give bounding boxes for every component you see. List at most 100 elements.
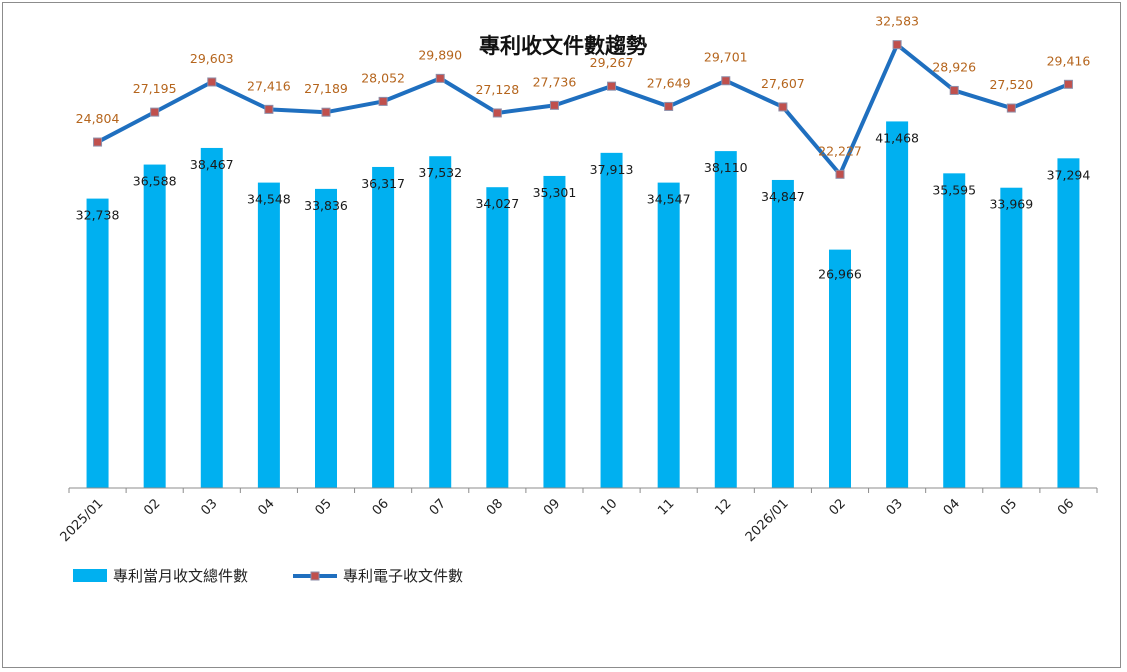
line-series <box>94 41 1073 179</box>
line-data-label: 27,649 <box>647 75 691 90</box>
bar-6 <box>429 156 451 488</box>
line-data-label: 28,926 <box>932 59 976 74</box>
bar-11 <box>715 151 737 488</box>
bar-15 <box>943 173 965 488</box>
bar-2 <box>201 148 223 488</box>
line-marker-17 <box>1064 80 1072 88</box>
line-marker-14 <box>893 41 901 49</box>
bar-data-label: 35,301 <box>533 185 577 200</box>
bar-8 <box>543 176 565 488</box>
bar-5 <box>372 167 394 488</box>
legend-label-line: 專利電子收文件數 <box>343 567 463 585</box>
bar-17 <box>1057 158 1079 488</box>
x-tick-label: 04 <box>255 496 277 518</box>
bar-labels: 32,738 36,588 38,467 34,548 33,836 36,317 37,5… <box>76 130 1091 281</box>
line-data-label: 29,603 <box>190 51 234 66</box>
line-data-label: 24,804 <box>76 111 120 126</box>
line-marker-8 <box>550 101 558 109</box>
x-tick-label: 02 <box>141 496 163 518</box>
x-tick-label: 08 <box>484 496 506 518</box>
legend: 專利當月收文總件數 專利電子收文件數 <box>73 567 463 585</box>
line-marker-7 <box>493 109 501 117</box>
bar-data-label: 34,548 <box>247 192 291 207</box>
line-data-label: 29,267 <box>590 55 634 70</box>
bar-10 <box>658 183 680 488</box>
bar-data-label: 41,468 <box>875 130 919 145</box>
bar-9 <box>601 153 623 488</box>
x-tick-label: 02 <box>827 496 849 518</box>
bar-data-label: 38,467 <box>190 157 234 172</box>
x-tick-label: 10 <box>598 496 620 518</box>
bar-data-label: 33,836 <box>304 198 348 213</box>
line-marker-9 <box>608 82 616 90</box>
bar-3 <box>258 183 280 488</box>
bar-series <box>87 121 1080 488</box>
line-data-label: 27,416 <box>247 78 291 93</box>
line-marker-6 <box>436 74 444 82</box>
line-marker-15 <box>950 86 958 94</box>
bar-4 <box>315 189 337 488</box>
line-marker-0 <box>94 138 102 146</box>
chart-canvas: 專利收文件數趨勢 32,73836,58838,46734,54833,8363… <box>3 3 1120 667</box>
bar-data-label: 34,847 <box>761 189 805 204</box>
bar-data-label: 36,317 <box>361 176 405 191</box>
line-data-label: 28,052 <box>361 70 405 85</box>
bar-data-label: 36,588 <box>133 174 177 189</box>
bar-14 <box>886 121 908 488</box>
line-marker-16 <box>1007 104 1015 112</box>
line-data-label: 29,890 <box>418 47 462 62</box>
x-tick-label: 11 <box>655 496 677 518</box>
x-tick-label: 07 <box>427 496 449 518</box>
line-marker-11 <box>722 77 730 85</box>
line-marker-5 <box>379 97 387 105</box>
bar-data-label: 35,595 <box>932 182 976 197</box>
line-marker-13 <box>836 170 844 178</box>
bar-data-label: 34,547 <box>647 192 691 207</box>
line-data-label: 27,520 <box>989 77 1033 92</box>
x-axis-ticks: 2025/01 02 03 04 05 06 07 08 09 10 11 12 2026/01 02 03… <box>58 488 1097 545</box>
x-tick-label: 03 <box>884 496 906 518</box>
legend-label-bar: 專利當月收文總件數 <box>113 567 248 585</box>
x-tick-label: 05 <box>313 496 335 518</box>
bar-data-label: 37,532 <box>418 165 462 180</box>
x-tick-label: 06 <box>370 496 392 518</box>
bar-data-label: 33,969 <box>989 197 1033 212</box>
bar-0 <box>87 199 109 488</box>
x-tick-label: 03 <box>198 496 220 518</box>
line-data-label: 27,607 <box>761 76 805 91</box>
line-path <box>98 45 1069 175</box>
bar-12 <box>772 180 794 488</box>
line-data-label: 29,416 <box>1047 53 1091 68</box>
line-marker-2 <box>208 78 216 86</box>
x-tick-label: 2026/01 <box>743 496 792 545</box>
bar-13 <box>829 250 851 488</box>
x-tick-label: 09 <box>541 496 563 518</box>
line-marker-4 <box>322 108 330 116</box>
bar-16 <box>1000 188 1022 488</box>
bar-data-label: 32,738 <box>76 208 120 223</box>
line-data-label: 27,189 <box>304 81 348 96</box>
line-marker-3 <box>265 105 273 113</box>
bar-data-label: 37,913 <box>590 162 634 177</box>
x-tick-label: 12 <box>712 496 734 518</box>
bar-1 <box>144 165 166 488</box>
bar-7 <box>486 187 508 488</box>
legend-swatch-marker <box>311 572 319 580</box>
line-data-label: 27,195 <box>133 81 177 96</box>
x-tick-label: 05 <box>998 496 1020 518</box>
line-marker-1 <box>151 108 159 116</box>
bar-data-label: 38,110 <box>704 160 748 175</box>
line-data-label: 22,227 <box>818 143 862 158</box>
bar-data-label: 26,966 <box>818 267 862 282</box>
line-marker-12 <box>779 103 787 111</box>
line-data-label: 27,736 <box>533 74 577 89</box>
x-tick-label: 2025/01 <box>58 496 107 545</box>
x-tick-label: 04 <box>941 496 963 518</box>
bar-data-label: 37,294 <box>1047 167 1091 182</box>
legend-swatch-bar <box>73 569 107 582</box>
x-tick-label: 06 <box>1055 496 1077 518</box>
line-data-label: 32,583 <box>875 14 919 29</box>
line-data-label: 27,128 <box>475 82 519 97</box>
line-data-label: 29,701 <box>704 50 748 65</box>
